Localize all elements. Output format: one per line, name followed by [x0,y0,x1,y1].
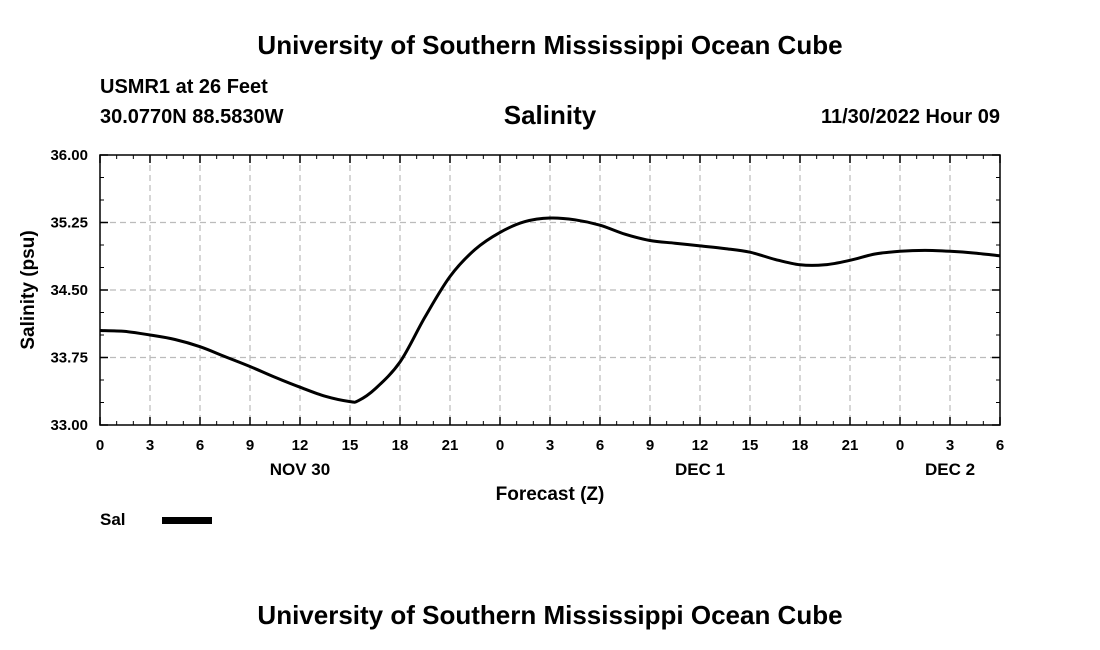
legend-swatch [162,517,212,524]
x-tick-label: 6 [996,437,1004,454]
station-label: USMR1 at 26 Feet [100,76,268,98]
chart-title: Salinity [503,100,597,130]
x-tick-label: 3 [946,437,954,454]
x-tick-label: 0 [896,437,904,454]
page-title: University of Southern Mississippi Ocean… [257,30,843,60]
x-tick-label: 15 [342,437,359,454]
x-axis-label: Forecast (Z) [496,484,605,505]
x-tick-label: 0 [496,437,504,454]
footer-title: University of Southern Mississippi Ocean… [257,600,843,630]
y-axis-label: Salinity (psu) [18,230,39,349]
legend-label: Sal [100,510,126,529]
x-tick-label: 0 [96,437,104,454]
x-tick-label: 12 [292,437,309,454]
y-tick-label: 33.00 [50,417,88,434]
x-tick-label: 9 [246,437,254,454]
plot-frame [99,154,1001,426]
x-tick-label: 3 [146,437,154,454]
x-tick-label: 6 [596,437,604,454]
x-tick-label: 6 [196,437,204,454]
day-label: NOV 30 [270,460,330,479]
x-tick-label: 18 [792,437,809,454]
series-line-salinity [99,216,1001,404]
coordinates-label: 30.0770N 88.5830W [100,106,284,128]
x-tick-label: 18 [392,437,409,454]
x-tick-label: 12 [692,437,709,454]
forecast-datetime: 11/30/2022 Hour 09 [820,106,1000,128]
y-tick-label: 33.75 [50,350,88,367]
x-tick-label: 21 [442,437,459,454]
y-tick-label: 34.50 [50,282,88,299]
y-tick-label: 36.00 [50,147,88,164]
x-tick-label: 15 [742,437,759,454]
day-label: DEC 1 [675,460,725,479]
day-label: DEC 2 [925,460,975,479]
y-tick-label: 35.25 [50,215,88,232]
x-tick-label: 9 [646,437,654,454]
x-tick-label: 3 [546,437,554,454]
x-tick-label: 21 [842,437,859,454]
